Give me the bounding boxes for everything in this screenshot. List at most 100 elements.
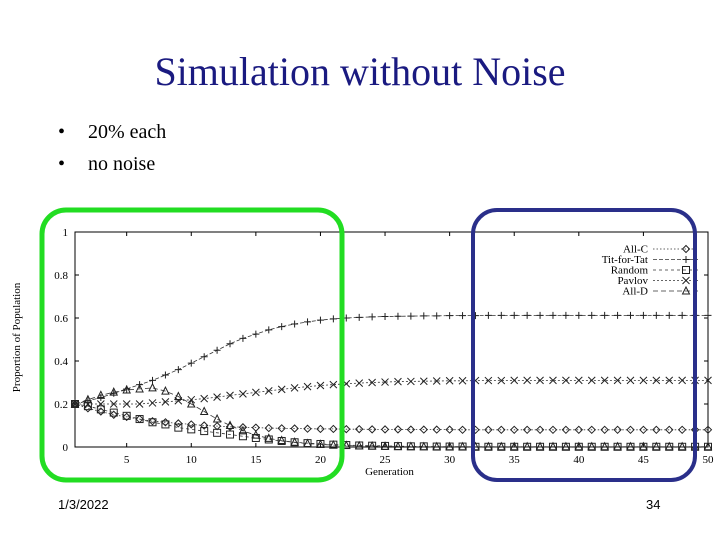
data-point [367,425,377,434]
y-tick-label: 0.6 [54,313,68,325]
legend-marker [682,266,690,274]
data-point [148,382,157,392]
data-point [548,441,558,451]
data-point [419,441,429,451]
data-point [304,318,312,326]
x-tick-label: 5 [124,454,130,466]
data-point [536,311,544,319]
data-point [109,408,118,417]
data-point [522,441,532,451]
data-point [626,425,635,435]
data-point [639,376,648,385]
x-axis-label: Generation [365,466,414,478]
data-point [446,312,454,320]
data-point [613,441,622,451]
series-pavlov [71,376,712,408]
data-point [83,394,93,404]
data-point [523,376,531,385]
data-point [484,311,492,319]
x-tick-label: 20 [315,454,327,466]
data-point [704,376,712,385]
data-point [96,407,106,416]
data-point [290,424,299,433]
data-point [290,384,299,392]
data-point [445,425,454,434]
data-point [239,334,247,342]
data-point [329,315,337,323]
data-point [458,425,467,435]
data-point [303,382,312,391]
data-point [264,423,273,433]
y-tick-label: 0.8 [54,270,68,282]
data-point [406,425,416,434]
data-point [574,425,584,435]
data-point [665,425,674,435]
data-point [148,416,157,426]
legend-label: Tit-for-Tat [602,254,648,266]
data-point [497,376,506,385]
data-point [70,398,80,408]
data-point [341,440,351,449]
data-point [510,425,519,435]
x-tick-label: 40 [573,454,585,466]
data-point [148,418,157,427]
data-point [536,376,544,385]
data-point [135,400,144,408]
bullet-icon: • [58,153,66,175]
data-point [368,313,376,321]
data-point [122,412,131,422]
series-line [74,387,708,448]
data-point [329,424,338,434]
data-point [161,397,170,406]
x-tick-label: 15 [250,454,262,466]
data-point [174,396,183,405]
data-point [161,385,170,395]
data-point [213,346,221,354]
data-point [252,388,260,397]
data-point [277,435,287,445]
data-point [84,400,92,408]
x-tick-label: 35 [509,454,521,466]
x-tick-label: 30 [444,454,456,466]
x-tick-label: 10 [186,454,198,466]
highlight-box-early [39,207,345,483]
data-point [109,387,119,396]
data-point [226,340,234,348]
data-point [393,425,403,434]
data-point [420,312,428,320]
data-point [238,432,247,441]
data-point [316,316,324,324]
slide-title: Simulation without Noise [154,49,566,94]
y-tick-label: 0 [63,442,69,454]
series-tit-for-tat [71,311,712,408]
data-point [394,312,402,320]
data-point [445,441,454,451]
data-point [187,359,195,367]
series-line [74,314,708,405]
data-point [200,353,208,361]
data-point [187,425,196,434]
data-point [161,371,169,379]
data-point [367,441,377,450]
data-point [574,441,584,451]
series-random [71,400,712,451]
data-point [497,311,505,319]
data-point [174,391,183,400]
data-point [458,441,467,451]
data-point [652,311,660,319]
data-point [509,441,519,451]
data-point [600,376,609,385]
data-point [148,399,157,407]
data-point [213,428,222,437]
data-point [419,425,429,434]
data-point [626,441,635,451]
data-point [613,376,622,385]
data-point [510,311,518,319]
data-point [432,425,441,434]
legend-label: Pavlov [617,275,648,287]
data-point [678,311,686,319]
plot-frame [74,231,709,448]
data-point [96,405,105,414]
data-point [212,413,222,423]
data-point [187,420,196,429]
